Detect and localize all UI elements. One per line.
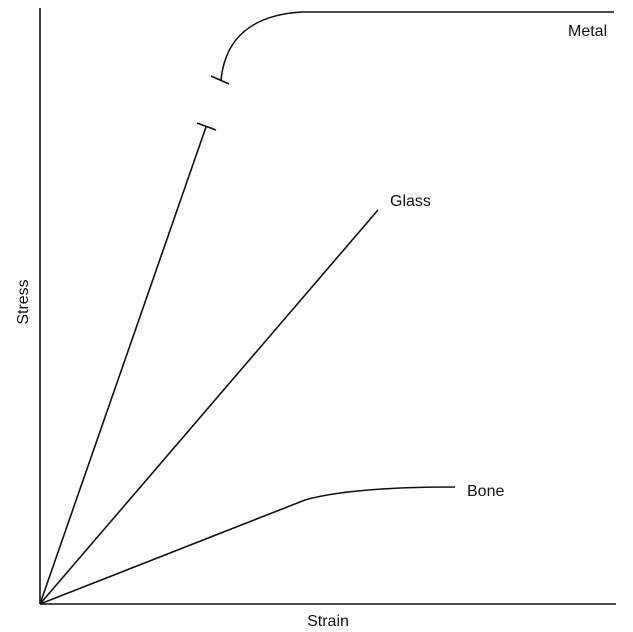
curve-label: Metal: [568, 23, 607, 40]
bone-curve: [39, 486, 456, 605]
x-axis-label: Strain: [307, 613, 349, 630]
y-axis-label: Stress: [15, 279, 32, 324]
curve-label: Bone: [467, 483, 504, 500]
metal-elastic-line: [39, 126, 207, 605]
break-mark: [196, 122, 217, 131]
break-mark: [210, 75, 230, 85]
glass-line: [39, 209, 379, 605]
metal-plastic-curve: [220, 11, 614, 81]
curve-label: Glass: [390, 193, 431, 210]
